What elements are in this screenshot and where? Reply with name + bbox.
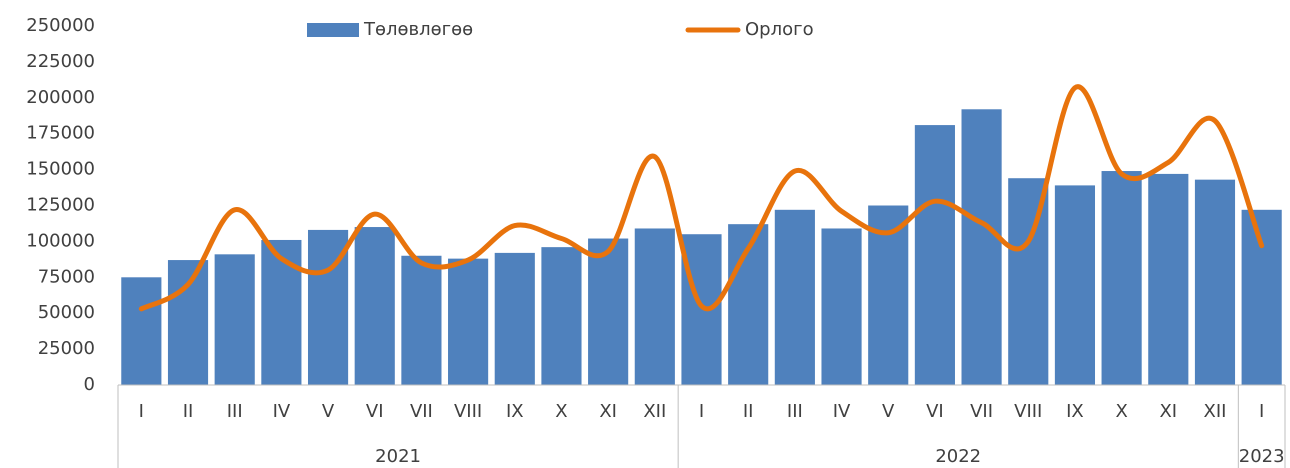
x-tick-label: IX (506, 401, 524, 422)
x-tick-label: VI (926, 401, 944, 422)
bar (1054, 185, 1096, 385)
y-tick-label: 225000 (26, 51, 95, 72)
x-tick-label: V (882, 401, 895, 422)
x-tick-label: IV (833, 401, 851, 422)
bar (1241, 209, 1282, 385)
bar (774, 209, 815, 385)
bar (634, 228, 675, 385)
x-tick-label: VII (410, 401, 433, 422)
x-tick-label: VII (970, 401, 993, 422)
bar (354, 227, 395, 385)
bar (1148, 173, 1189, 385)
x-tick-label: XI (599, 401, 617, 422)
bar (868, 205, 909, 385)
bar (214, 254, 255, 385)
y-tick-label: 125000 (26, 195, 95, 216)
x-tick-label: XI (1159, 401, 1177, 422)
y-tick-label: 150000 (26, 159, 95, 180)
bar (401, 255, 442, 385)
bar (1194, 179, 1236, 385)
bar (821, 228, 862, 385)
x-tick-label: I (139, 401, 144, 422)
bar (261, 239, 302, 385)
x-tick-label: XII (1204, 401, 1227, 422)
bar (448, 258, 489, 385)
y-tick-label: 200000 (26, 87, 95, 108)
bar (494, 252, 535, 385)
legend-swatch (307, 23, 359, 37)
x-tick-label: IV (273, 401, 291, 422)
x-group-label: 2022 (935, 446, 981, 467)
bar (914, 125, 955, 386)
bar (167, 260, 209, 385)
bar (121, 277, 162, 385)
x-tick-label: XII (643, 401, 666, 422)
legend-label: Орлого (745, 19, 814, 40)
x-tick-label: I (699, 401, 704, 422)
x-tick-label: X (555, 401, 567, 422)
x-tick-label: VIII (454, 401, 482, 422)
bar (588, 238, 629, 385)
legend-label: Төлөвлөгөө (363, 19, 473, 40)
y-tick-label: 250000 (26, 15, 95, 36)
x-tick-label: V (322, 401, 335, 422)
x-tick-label: VI (366, 401, 384, 422)
bar (681, 234, 722, 385)
bar (1101, 171, 1142, 385)
x-tick-label: III (787, 401, 803, 422)
y-tick-label: 100000 (26, 230, 95, 251)
x-tick-label: IX (1066, 401, 1084, 422)
line (138, 84, 1265, 312)
x-group-label: 2023 (1239, 446, 1285, 467)
x-tick-label: VIII (1014, 401, 1042, 422)
x-tick-label: X (1115, 401, 1127, 422)
x-tick-label: II (743, 401, 754, 422)
y-tick-label: 25000 (38, 338, 95, 359)
x-tick-label: I (1259, 401, 1264, 422)
y-tick-label: 50000 (38, 302, 95, 323)
bar (541, 247, 582, 385)
y-tick-label: 75000 (38, 266, 95, 287)
y-tick-label: 0 (84, 374, 95, 395)
x-tick-label: III (227, 401, 243, 422)
y-tick-label: 175000 (26, 123, 95, 144)
bar (961, 109, 1002, 386)
x-tick-label: II (183, 401, 194, 422)
x-group-label: 2021 (375, 446, 421, 467)
